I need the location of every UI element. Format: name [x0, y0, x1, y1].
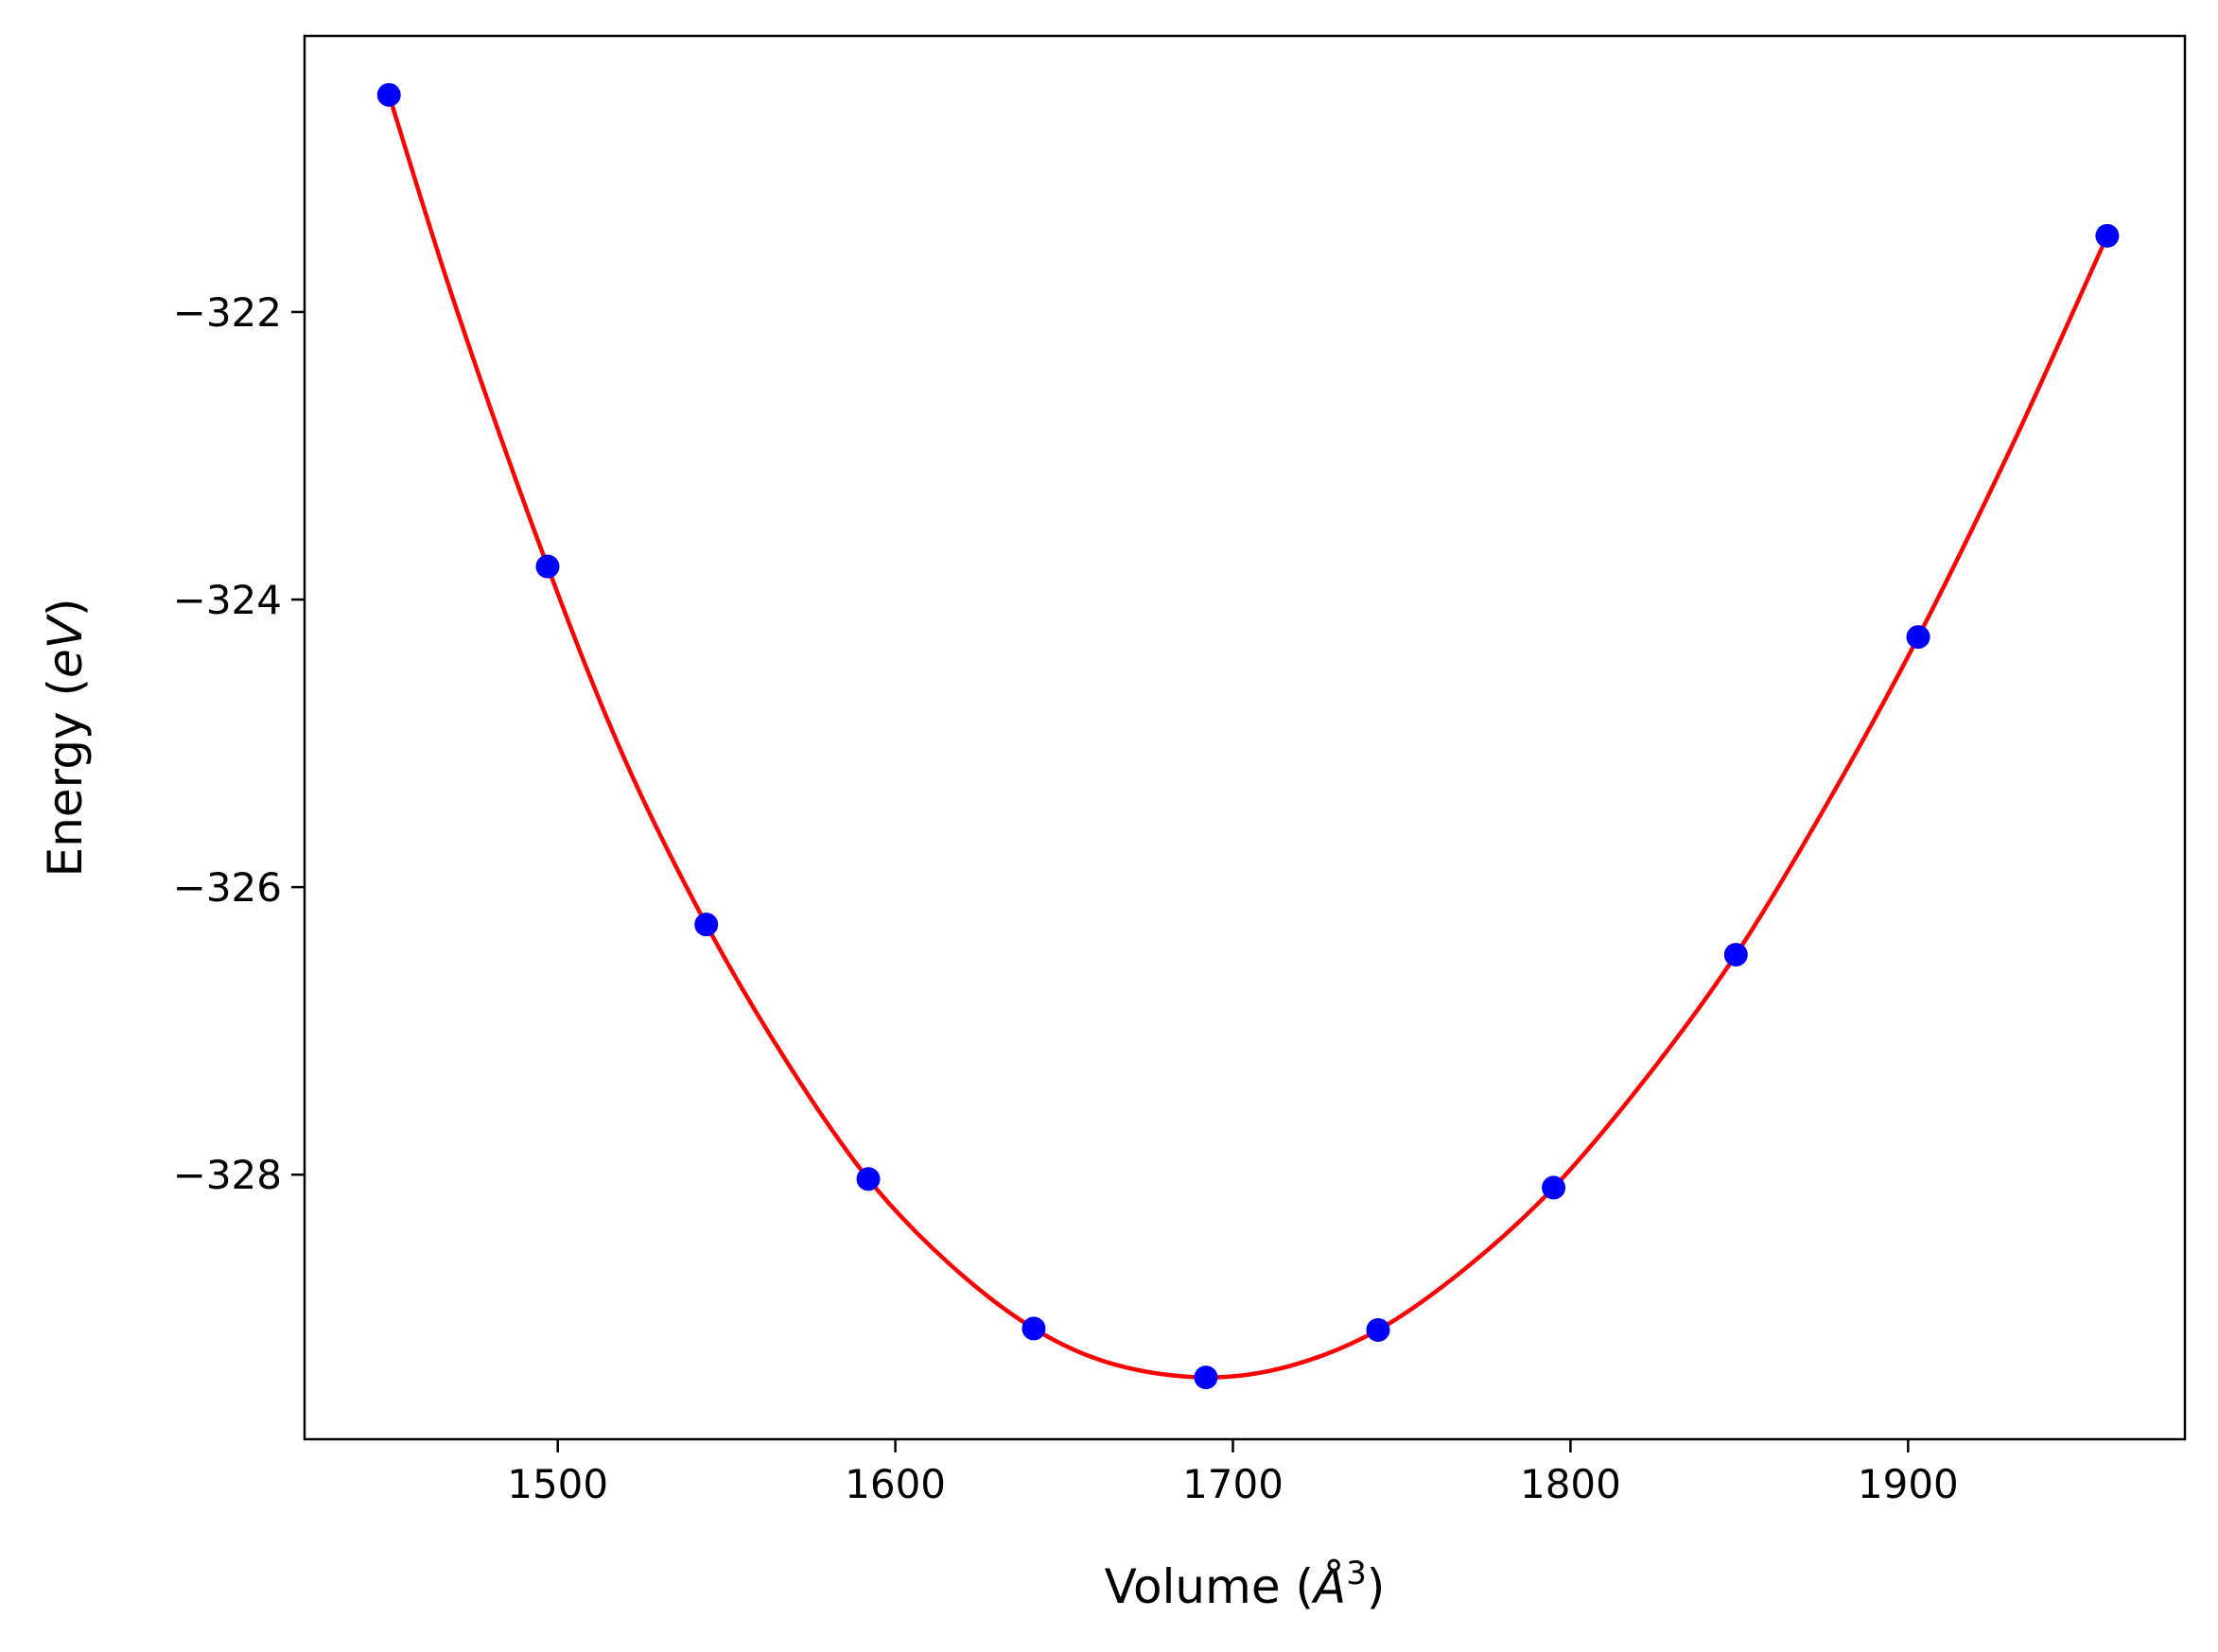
- x-axis-label-power: 3: [1346, 1555, 1367, 1592]
- plot-area: [305, 36, 2185, 1439]
- y-axis-label-close: ): [38, 599, 93, 617]
- data-point: [1366, 1317, 1390, 1342]
- x-axis-label-close: ): [1367, 1559, 1386, 1614]
- data-point: [1542, 1175, 1566, 1200]
- x-axis-label-text: Volume (: [1105, 1559, 1314, 1614]
- data-point: [1906, 625, 1930, 650]
- y-tick-label: −326: [173, 864, 282, 911]
- x-axis-label-unit: Å: [1311, 1559, 1346, 1614]
- x-tick-label: 1600: [845, 1461, 946, 1507]
- x-axis-label: Volume (Å3): [1105, 1555, 1386, 1614]
- data-point: [535, 554, 560, 579]
- axes-frame: [303, 34, 2187, 1441]
- data-points-layer: [376, 82, 2120, 1390]
- data-point: [856, 1167, 881, 1191]
- y-ticks-layer: −322 −324 −326 −328: [173, 289, 305, 1198]
- y-tick-label: −322: [173, 289, 282, 336]
- data-point: [1723, 943, 1748, 967]
- y-axis-label-text: Energy (: [38, 678, 93, 877]
- data-point: [2095, 223, 2120, 248]
- data-point: [1194, 1365, 1218, 1390]
- y-axis-label-unit: eV: [38, 613, 93, 678]
- y-tick-label: −324: [173, 577, 282, 623]
- x-ticks-layer: 1500 1600 1700 1800 1900: [507, 1439, 1959, 1507]
- y-axis-label: Energy (eV): [38, 599, 93, 878]
- data-point: [376, 82, 401, 107]
- x-tick-label: 1700: [1182, 1461, 1284, 1507]
- x-tick-label: 1900: [1858, 1461, 1959, 1507]
- y-tick-label: −328: [173, 1152, 282, 1198]
- x-tick-label: 1500: [507, 1461, 608, 1507]
- x-tick-label: 1800: [1520, 1461, 1621, 1507]
- data-point: [1022, 1316, 1046, 1341]
- data-point: [694, 913, 719, 937]
